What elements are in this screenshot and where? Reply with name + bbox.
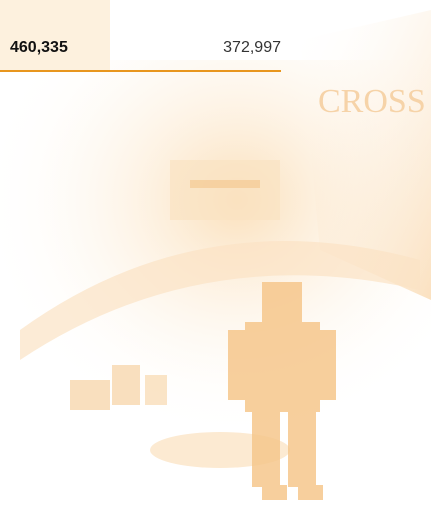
background-image: CROSS (0, 0, 431, 514)
cell: 460,335 (10, 38, 68, 58)
svg-text:CROSS: CROSS (318, 83, 426, 120)
page: CROSS 460,335 372,997 (0, 0, 431, 514)
highlight-cell (0, 0, 110, 70)
table-row: 460,335 372,997 (0, 0, 281, 72)
cell: 372,997 (223, 38, 281, 58)
